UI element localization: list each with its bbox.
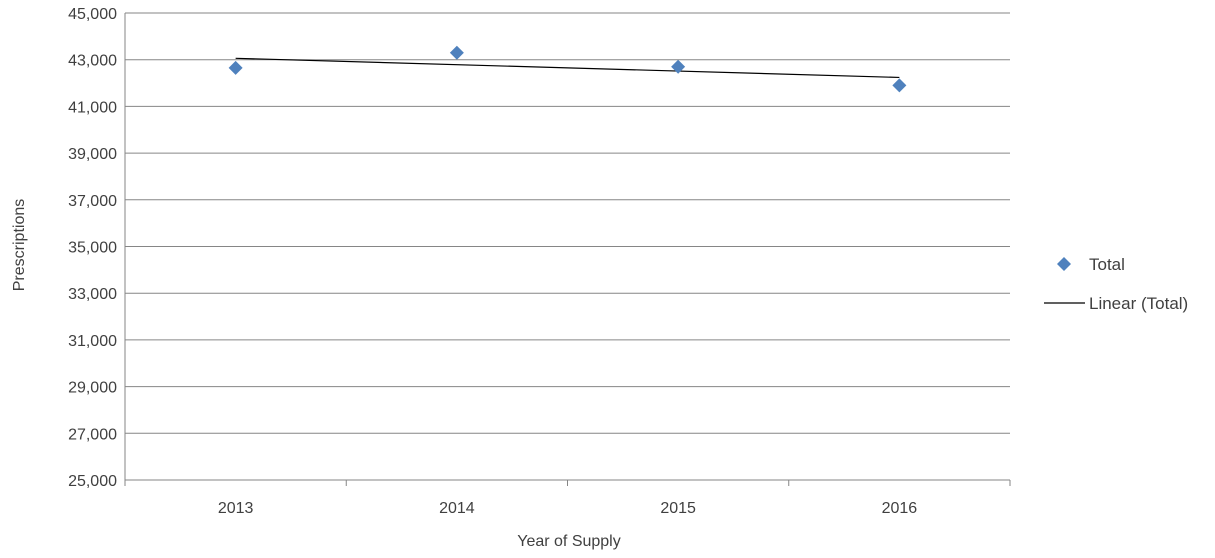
trendline-layer bbox=[235, 57, 900, 79]
data-point-2015 bbox=[671, 59, 686, 74]
y-tick-label: 37,000 bbox=[68, 193, 117, 210]
data-point-2016 bbox=[892, 78, 907, 93]
y-tick-label: 45,000 bbox=[68, 6, 117, 23]
x-tick-label: 2013 bbox=[218, 500, 254, 517]
y-tick-label: 27,000 bbox=[68, 426, 117, 443]
axes bbox=[124, 13, 1011, 486]
y-tick-label: 29,000 bbox=[68, 380, 117, 397]
legend: Total Linear (Total) bbox=[1044, 255, 1188, 313]
x-tick-label: 2014 bbox=[439, 500, 475, 517]
legend-label-total: Total bbox=[1089, 255, 1125, 274]
trendline-linear-total bbox=[235, 57, 900, 79]
legend-marker-total bbox=[1057, 257, 1071, 271]
y-tick-label: 41,000 bbox=[68, 99, 117, 116]
x-tick-label: 2016 bbox=[882, 500, 918, 517]
y-tick-labels: 25,000 27,000 29,000 31,000 33,000 35,000 37,0… bbox=[68, 6, 117, 490]
y-axis-label: Prescriptions bbox=[11, 199, 28, 291]
y-tick-label: 39,000 bbox=[68, 146, 117, 163]
y-tick-label: 33,000 bbox=[68, 286, 117, 303]
legend-label-linear-total: Linear (Total) bbox=[1089, 294, 1188, 313]
y-tick-label: 25,000 bbox=[68, 473, 117, 490]
x-tick-label: 2015 bbox=[660, 500, 696, 517]
y-tick-label: 35,000 bbox=[68, 240, 117, 257]
y-tick-label: 43,000 bbox=[68, 53, 117, 70]
y-tick-label: 31,000 bbox=[68, 333, 117, 350]
data-points bbox=[228, 45, 907, 93]
x-tick-labels: 2013 2014 2015 2016 bbox=[218, 500, 917, 517]
data-point-2013 bbox=[228, 60, 243, 75]
data-point-2014 bbox=[449, 45, 464, 60]
x-axis-label: Year of Supply bbox=[517, 533, 620, 550]
gridlines bbox=[125, 12, 1010, 434]
